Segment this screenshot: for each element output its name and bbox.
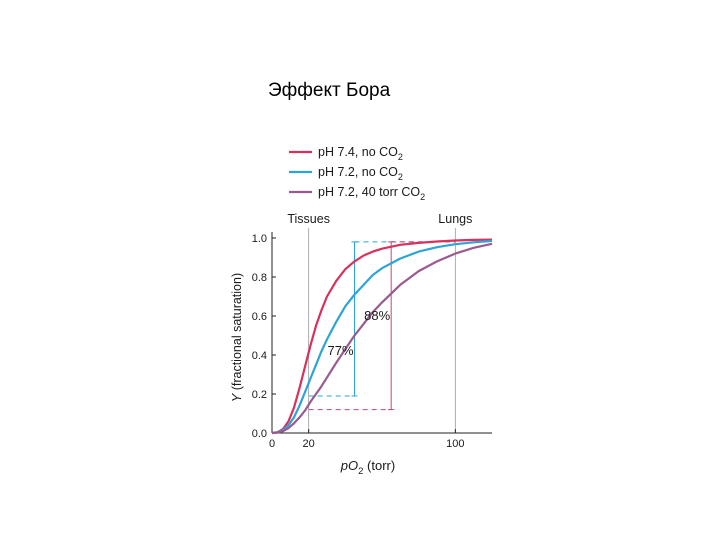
x-tick-label: 100 [446, 438, 464, 450]
y-tick-label: 0.4 [252, 350, 267, 362]
annotation-labels: 77% 88% [327, 308, 390, 358]
region-label: Tissues [287, 212, 330, 226]
series-line [271, 238, 493, 435]
y-tick-label: 0.2 [252, 389, 267, 401]
legend-label: pH 7.2, 40 torr CO2 [318, 185, 425, 202]
slide-title: Эффект Бора [268, 80, 391, 101]
series-line [271, 242, 493, 435]
y-tick-label: 0.8 [252, 272, 267, 284]
y-tick-label: 1.0 [252, 233, 267, 245]
annotation-label: 77% [327, 343, 353, 358]
x-tick-label: 20 [303, 438, 315, 450]
series [271, 238, 493, 435]
annotation-label: 88% [364, 308, 390, 323]
y-tick-label: 0.6 [252, 311, 267, 323]
x-tick-label: 0 [269, 438, 275, 450]
y-tick-label: 0.0 [252, 428, 267, 440]
y-axis-label: Y (fractional saturation) [230, 273, 244, 402]
legend-label: pH 7.2, no CO2 [318, 165, 403, 182]
legend: pH 7.4, no CO2 pH 7.2, no CO2 pH 7.2, 40 t… [289, 145, 425, 202]
x-axis-label: pO2 (torr) [340, 458, 395, 477]
legend-label: pH 7.4, no CO2 [318, 145, 403, 162]
series-line [271, 239, 493, 435]
region-label: Lungs [438, 212, 472, 226]
region-lines: Tissues Lungs [287, 212, 472, 433]
axes: 0.0 0.2 0.4 0.6 0.8 1.0 0 20 100 pO2 (torr) Y (fra… [230, 232, 492, 477]
